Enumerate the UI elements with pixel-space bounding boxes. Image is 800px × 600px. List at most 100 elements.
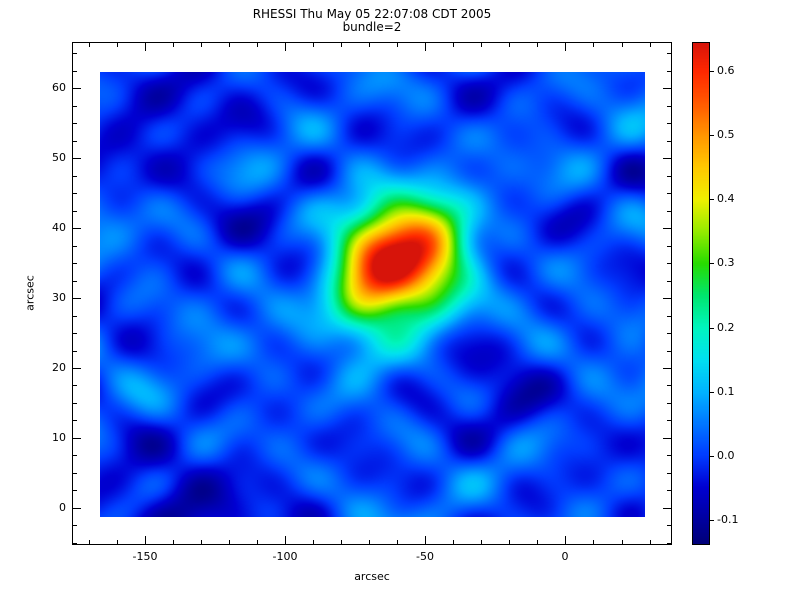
y-axis-tick bbox=[663, 88, 671, 89]
plot-subtitle: bundle=2 bbox=[342, 20, 402, 34]
y-axis-minor-tick bbox=[73, 141, 77, 142]
y-axis-tick bbox=[73, 508, 81, 509]
x-axis-minor-tick bbox=[481, 43, 482, 47]
y-axis-tick bbox=[73, 158, 81, 159]
x-tick-label: 0 bbox=[561, 550, 569, 563]
x-axis-minor-tick bbox=[89, 540, 90, 544]
colorbar-tick-label: 0.0 bbox=[717, 449, 735, 462]
y-axis-minor-tick bbox=[73, 193, 77, 194]
y-axis-minor-tick bbox=[73, 211, 77, 212]
x-axis-minor-tick bbox=[173, 43, 174, 47]
y-axis-minor-tick bbox=[73, 123, 77, 124]
y-axis-minor-tick bbox=[667, 263, 671, 264]
x-axis-minor-tick bbox=[313, 540, 314, 544]
y-axis-minor-tick bbox=[667, 193, 671, 194]
colorbar-tick-label: 0.2 bbox=[717, 321, 735, 334]
x-axis-minor-tick bbox=[537, 540, 538, 544]
colorbar-tick bbox=[710, 263, 714, 264]
y-axis-minor-tick bbox=[667, 543, 671, 544]
x-axis-label: arcsec bbox=[354, 570, 390, 583]
y-axis-minor-tick bbox=[73, 246, 77, 247]
y-axis-tick bbox=[663, 298, 671, 299]
colorbar-tick-label: -0.1 bbox=[717, 513, 739, 526]
y-axis-tick bbox=[663, 438, 671, 439]
x-axis-minor-tick bbox=[173, 540, 174, 544]
y-axis-minor-tick bbox=[73, 490, 77, 491]
x-axis-minor-tick bbox=[257, 540, 258, 544]
y-axis-tick bbox=[663, 508, 671, 509]
x-axis-minor-tick bbox=[622, 540, 623, 544]
y-axis-minor-tick bbox=[667, 106, 671, 107]
x-axis-minor-tick bbox=[369, 43, 370, 47]
y-axis-minor-tick bbox=[73, 543, 77, 544]
x-axis-tick bbox=[565, 536, 566, 544]
x-axis-tick bbox=[425, 43, 426, 51]
x-axis-minor-tick bbox=[89, 43, 90, 47]
y-axis-minor-tick bbox=[667, 53, 671, 54]
y-axis-minor-tick bbox=[667, 211, 671, 212]
y-axis-minor-tick bbox=[73, 525, 77, 526]
y-axis-minor-tick bbox=[667, 141, 671, 142]
x-axis-minor-tick bbox=[509, 540, 510, 544]
y-axis-minor-tick bbox=[73, 420, 77, 421]
x-axis-tick bbox=[145, 43, 146, 51]
y-axis-minor-tick bbox=[667, 246, 671, 247]
x-axis-minor-tick bbox=[537, 43, 538, 47]
y-tick-label: 30 bbox=[52, 291, 66, 304]
x-axis-minor-tick bbox=[593, 540, 594, 544]
x-axis-tick bbox=[285, 536, 286, 544]
y-axis-tick bbox=[73, 88, 81, 89]
y-axis-tick bbox=[663, 158, 671, 159]
y-tick-label: 10 bbox=[52, 431, 66, 444]
y-axis-tick bbox=[663, 228, 671, 229]
x-axis-minor-tick bbox=[117, 540, 118, 544]
x-tick-label: -150 bbox=[132, 550, 158, 563]
y-axis-minor-tick bbox=[73, 403, 77, 404]
x-axis-minor-tick bbox=[397, 540, 398, 544]
y-axis-minor-tick bbox=[73, 281, 77, 282]
x-axis-tick bbox=[285, 43, 286, 51]
y-axis-minor-tick bbox=[73, 473, 77, 474]
x-axis-minor-tick bbox=[341, 43, 342, 47]
x-axis-tick bbox=[145, 536, 146, 544]
x-axis-tick bbox=[565, 43, 566, 51]
x-axis-minor-tick bbox=[481, 540, 482, 544]
x-axis-minor-tick bbox=[313, 43, 314, 47]
x-axis-minor-tick bbox=[229, 43, 230, 47]
x-axis-minor-tick bbox=[229, 540, 230, 544]
y-axis-tick bbox=[663, 368, 671, 369]
y-axis-minor-tick bbox=[667, 123, 671, 124]
y-tick-label: 20 bbox=[52, 361, 66, 374]
y-axis-minor-tick bbox=[73, 333, 77, 334]
x-axis-minor-tick bbox=[369, 540, 370, 544]
x-axis-minor-tick bbox=[117, 43, 118, 47]
colorbar-tick-label: 0.1 bbox=[717, 385, 735, 398]
y-axis-minor-tick bbox=[667, 71, 671, 72]
heatmap-canvas bbox=[100, 72, 645, 517]
y-axis-tick bbox=[73, 368, 81, 369]
x-tick-label: -100 bbox=[272, 550, 298, 563]
y-axis-tick bbox=[73, 228, 81, 229]
y-axis-minor-tick bbox=[667, 403, 671, 404]
x-axis-minor-tick bbox=[650, 43, 651, 47]
y-axis-minor-tick bbox=[73, 53, 77, 54]
x-axis-minor-tick bbox=[593, 43, 594, 47]
y-axis-minor-tick bbox=[667, 333, 671, 334]
x-tick-label: -50 bbox=[416, 550, 434, 563]
y-axis-minor-tick bbox=[667, 490, 671, 491]
y-axis-minor-tick bbox=[667, 316, 671, 317]
y-axis-minor-tick bbox=[667, 176, 671, 177]
y-axis-minor-tick bbox=[73, 106, 77, 107]
x-axis-tick bbox=[425, 536, 426, 544]
y-axis-minor-tick bbox=[667, 473, 671, 474]
colorbar-tick bbox=[710, 135, 714, 136]
colorbar-canvas bbox=[693, 43, 709, 544]
colorbar-tick-label: 0.5 bbox=[717, 128, 735, 141]
x-axis-minor-tick bbox=[201, 43, 202, 47]
plot-title: RHESSI Thu May 05 22:07:08 CDT 2005 bbox=[252, 7, 492, 21]
y-axis-minor-tick bbox=[667, 525, 671, 526]
x-axis-minor-tick bbox=[257, 43, 258, 47]
y-axis-minor-tick bbox=[667, 420, 671, 421]
x-axis-minor-tick bbox=[201, 540, 202, 544]
colorbar-tick bbox=[710, 392, 714, 393]
